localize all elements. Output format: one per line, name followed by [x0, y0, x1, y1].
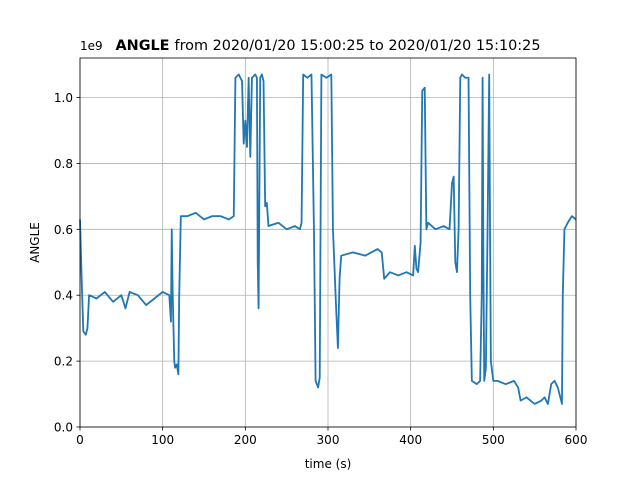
x-tick-label: 200 [234, 433, 257, 447]
x-tick-label: 600 [565, 433, 588, 447]
x-tick-label: 500 [482, 433, 505, 447]
y-tick-label: 0.6 [54, 223, 73, 237]
y-tick-label: 0.8 [54, 157, 73, 171]
plot-frame [79, 57, 577, 428]
chart-title: ANGLE from 2020/01/20 15:00:25 to 2020/01… [116, 38, 541, 54]
title-text: from 2020/01/20 15:00:25 to 2020/01/20 1… [175, 38, 541, 54]
y-axis-label: ANGLE [28, 222, 42, 263]
y-tick-label: 0.0 [54, 421, 73, 435]
x-tick-label: 0 [76, 433, 84, 447]
y-tick-label: 0.2 [54, 355, 73, 369]
y-tick-label: 1.0 [54, 91, 73, 105]
title-variable: ANGLE [116, 38, 170, 54]
data-line [79, 73, 577, 405]
x-tick-label: 100 [151, 433, 174, 447]
y-offset: 1e9 [80, 39, 103, 53]
x-axis-label: time (s) [305, 457, 352, 471]
x-tick-label: 400 [399, 433, 422, 447]
x-tick-label: 300 [317, 433, 340, 447]
y-tick-label: 0.4 [54, 289, 73, 303]
